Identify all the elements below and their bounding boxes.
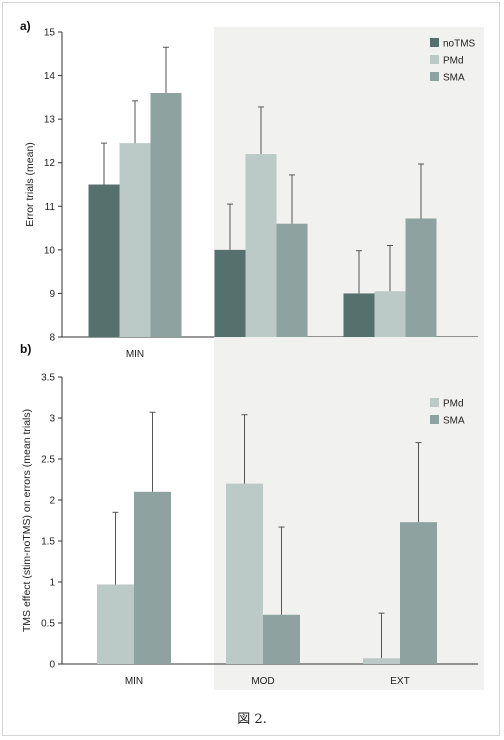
y-tick-label: 10: [44, 245, 56, 256]
y-tick-label: 13: [44, 115, 56, 126]
legend-label: PMd: [443, 399, 464, 410]
y-tick-label: 0: [49, 660, 55, 671]
bar-pmd-mod: [226, 483, 263, 664]
bar-notms-min: [88, 184, 120, 337]
y-tick-label: 3.5: [41, 373, 55, 384]
y-tick-label: 9: [49, 289, 55, 300]
x-tick-label: MOD: [251, 676, 274, 687]
legend-swatch-notms: [430, 38, 439, 47]
x-tick-label: MIN: [126, 349, 144, 360]
y-tick-label: 14: [44, 71, 56, 82]
legend-label: SMA: [443, 73, 465, 84]
figure-caption: 図 2.: [237, 712, 267, 727]
bar-pmd-ext: [374, 291, 406, 337]
y-axis-title: Error trials (mean): [24, 142, 36, 227]
y-tick-label: 2: [49, 496, 55, 507]
bar-sma-ext: [405, 218, 437, 337]
bar-pmd-min: [119, 143, 151, 337]
legend-swatch-sma: [430, 72, 439, 81]
bar-notms-ext: [343, 293, 375, 337]
bar-sma-ext: [400, 522, 437, 664]
y-tick-label: 1: [49, 578, 55, 589]
bar-pmd-ext: [363, 658, 400, 664]
panel-label: a): [20, 19, 31, 33]
legend-label: SMA: [443, 416, 465, 427]
bar-sma-min: [134, 491, 171, 664]
legend-swatch-sma: [430, 415, 439, 424]
y-tick-label: 12: [44, 158, 56, 169]
x-tick-label: EXT: [390, 676, 409, 687]
bar-pmd-min: [97, 584, 134, 664]
y-tick-label: 2.5: [41, 455, 55, 466]
y-tick-label: 11: [45, 202, 56, 213]
y-tick-label: 15: [44, 28, 56, 39]
panel-label: b): [20, 342, 31, 356]
legend-swatch-pmd: [430, 55, 439, 64]
legend-label: noTMS: [443, 39, 476, 50]
y-tick-label: 0.5: [41, 619, 55, 630]
bar-notms-mod: [214, 249, 246, 337]
legend-label: PMd: [443, 56, 464, 67]
y-tick-label: 3: [49, 414, 55, 425]
bar-sma-min: [150, 93, 182, 337]
figure-svg: 89101112131415MINMODEXTError trials (mea…: [20, 19, 484, 690]
bar-pmd-mod: [245, 154, 277, 337]
y-tick-label: 8: [49, 333, 55, 344]
bar-sma-mod: [263, 614, 300, 664]
bar-sma-mod: [276, 223, 308, 337]
y-tick-label: 1.5: [41, 537, 55, 548]
y-axis-title: TMS effect (stim-noTMS) on errors (mean …: [21, 409, 33, 632]
legend-swatch-pmd: [430, 398, 439, 407]
x-tick-label: MIN: [125, 676, 143, 687]
